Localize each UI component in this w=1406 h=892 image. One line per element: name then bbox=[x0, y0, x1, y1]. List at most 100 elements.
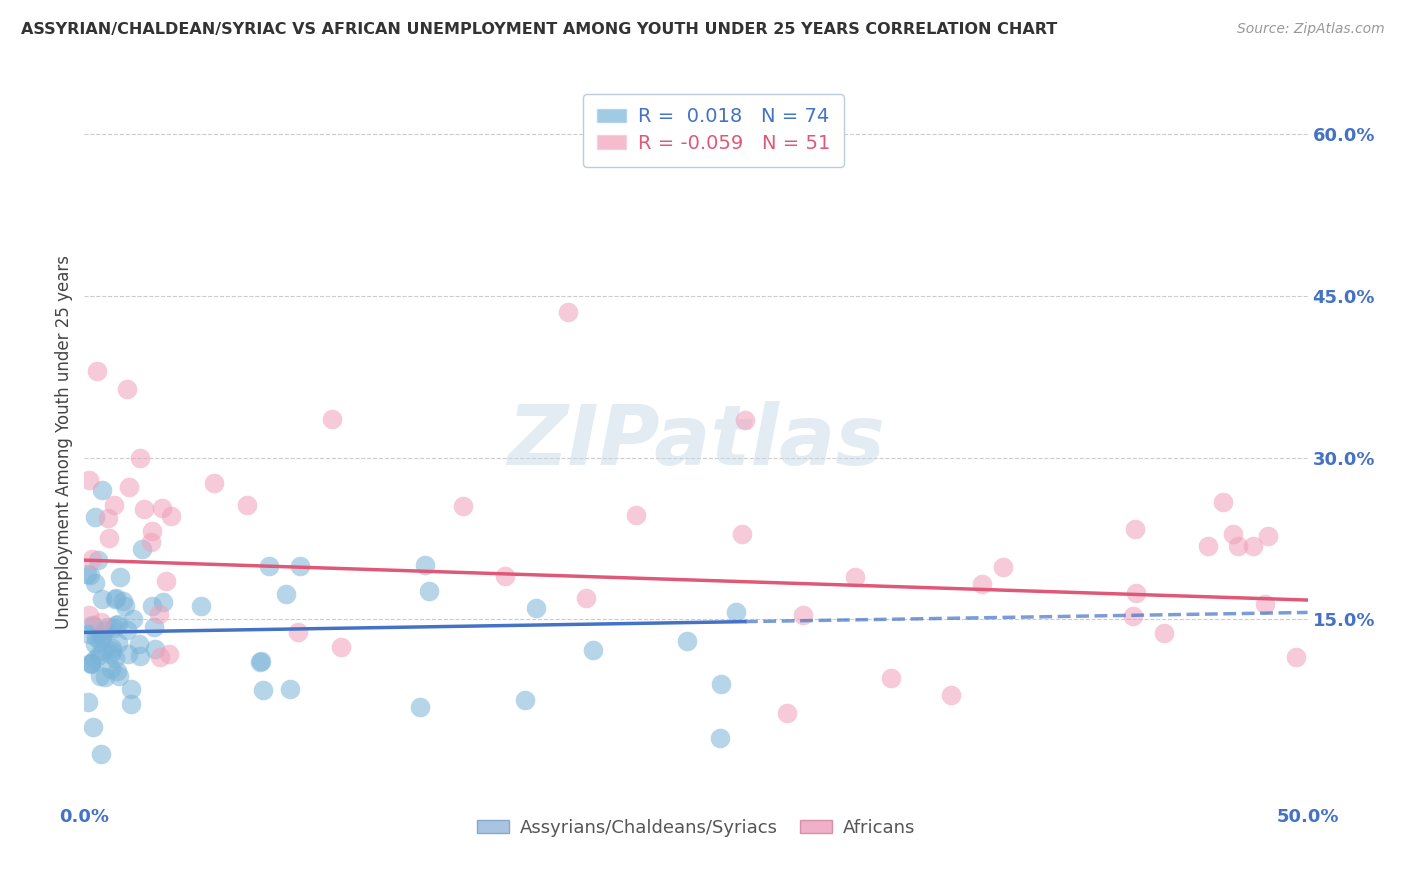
Point bbox=[249, 655, 271, 669]
Point bbox=[83, 618, 105, 632]
Point bbox=[252, 683, 274, 698]
Point bbox=[141, 524, 163, 538]
Point bbox=[524, 600, 547, 615]
Point bbox=[731, 527, 754, 541]
Point bbox=[114, 599, 136, 613]
Point bbox=[148, 649, 170, 664]
Point bbox=[120, 697, 142, 711]
Point bbox=[970, 577, 993, 591]
Point bbox=[100, 647, 122, 661]
Point bbox=[1153, 626, 1175, 640]
Point bbox=[103, 621, 125, 635]
Point bbox=[79, 567, 101, 582]
Point bbox=[104, 591, 127, 605]
Point bbox=[120, 681, 142, 696]
Point bbox=[1285, 650, 1308, 665]
Point bbox=[76, 695, 98, 709]
Point bbox=[776, 706, 799, 720]
Point bbox=[104, 592, 127, 607]
Point bbox=[152, 594, 174, 608]
Point bbox=[792, 607, 814, 622]
Point bbox=[1122, 608, 1144, 623]
Point bbox=[290, 558, 312, 573]
Point bbox=[582, 642, 605, 657]
Point bbox=[77, 626, 100, 640]
Y-axis label: Unemployment Among Youth under 25 years: Unemployment Among Youth under 25 years bbox=[55, 254, 73, 629]
Point bbox=[84, 637, 107, 651]
Point bbox=[132, 501, 155, 516]
Point bbox=[108, 570, 131, 584]
Point bbox=[94, 670, 117, 684]
Point bbox=[939, 688, 962, 702]
Text: ASSYRIAN/CHALDEAN/SYRIAC VS AFRICAN UNEMPLOYMENT AMONG YOUTH UNDER 25 YEARS CORR: ASSYRIAN/CHALDEAN/SYRIAC VS AFRICAN UNEM… bbox=[21, 22, 1057, 37]
Point bbox=[77, 608, 100, 623]
Point bbox=[107, 635, 129, 649]
Point bbox=[90, 747, 112, 761]
Point bbox=[278, 681, 301, 696]
Point bbox=[257, 559, 280, 574]
Point bbox=[1254, 597, 1277, 611]
Point bbox=[157, 647, 180, 661]
Point bbox=[155, 574, 177, 588]
Point bbox=[87, 648, 110, 663]
Text: Source: ZipAtlas.com: Source: ZipAtlas.com bbox=[1237, 22, 1385, 37]
Point bbox=[1212, 495, 1234, 509]
Point bbox=[100, 640, 122, 655]
Point bbox=[122, 612, 145, 626]
Point bbox=[143, 642, 166, 657]
Point bbox=[409, 700, 432, 714]
Text: ZIPatlas: ZIPatlas bbox=[508, 401, 884, 482]
Point bbox=[190, 599, 212, 613]
Legend: Assyrians/Chaldeans/Syriacs, Africans: Assyrians/Chaldeans/Syriacs, Africans bbox=[470, 812, 922, 845]
Point bbox=[142, 620, 165, 634]
Point bbox=[80, 657, 103, 671]
Point bbox=[1257, 529, 1279, 543]
Point bbox=[141, 599, 163, 613]
Point bbox=[91, 630, 114, 644]
Point bbox=[160, 508, 183, 523]
Point bbox=[148, 607, 170, 622]
Point bbox=[77, 473, 100, 487]
Point bbox=[150, 500, 173, 515]
Point bbox=[108, 668, 131, 682]
Point bbox=[128, 648, 150, 663]
Point bbox=[250, 654, 273, 668]
Point bbox=[129, 450, 152, 465]
Point bbox=[131, 541, 153, 556]
Point bbox=[118, 480, 141, 494]
Point bbox=[724, 605, 747, 619]
Point bbox=[94, 623, 117, 637]
Point bbox=[103, 498, 125, 512]
Point bbox=[82, 552, 104, 566]
Point bbox=[112, 594, 135, 608]
Point bbox=[104, 651, 127, 665]
Point bbox=[709, 731, 731, 745]
Point bbox=[202, 476, 225, 491]
Point bbox=[321, 412, 343, 426]
Point bbox=[128, 637, 150, 651]
Point bbox=[84, 575, 107, 590]
Point bbox=[84, 510, 107, 524]
Point bbox=[287, 624, 309, 639]
Point bbox=[117, 648, 139, 662]
Point bbox=[1243, 539, 1265, 553]
Point bbox=[1226, 539, 1249, 553]
Point bbox=[494, 569, 516, 583]
Point bbox=[89, 615, 111, 629]
Point bbox=[82, 618, 104, 632]
Point bbox=[89, 669, 111, 683]
Point bbox=[105, 618, 128, 632]
Point bbox=[413, 558, 436, 573]
Point bbox=[574, 591, 596, 606]
Point bbox=[89, 633, 111, 648]
Point bbox=[80, 657, 103, 671]
Point bbox=[84, 630, 107, 644]
Point bbox=[513, 693, 536, 707]
Point bbox=[117, 382, 139, 396]
Point bbox=[107, 665, 129, 679]
Point bbox=[1222, 526, 1244, 541]
Point bbox=[80, 656, 103, 670]
Point bbox=[100, 662, 122, 676]
Point bbox=[101, 643, 124, 657]
Point bbox=[84, 652, 107, 666]
